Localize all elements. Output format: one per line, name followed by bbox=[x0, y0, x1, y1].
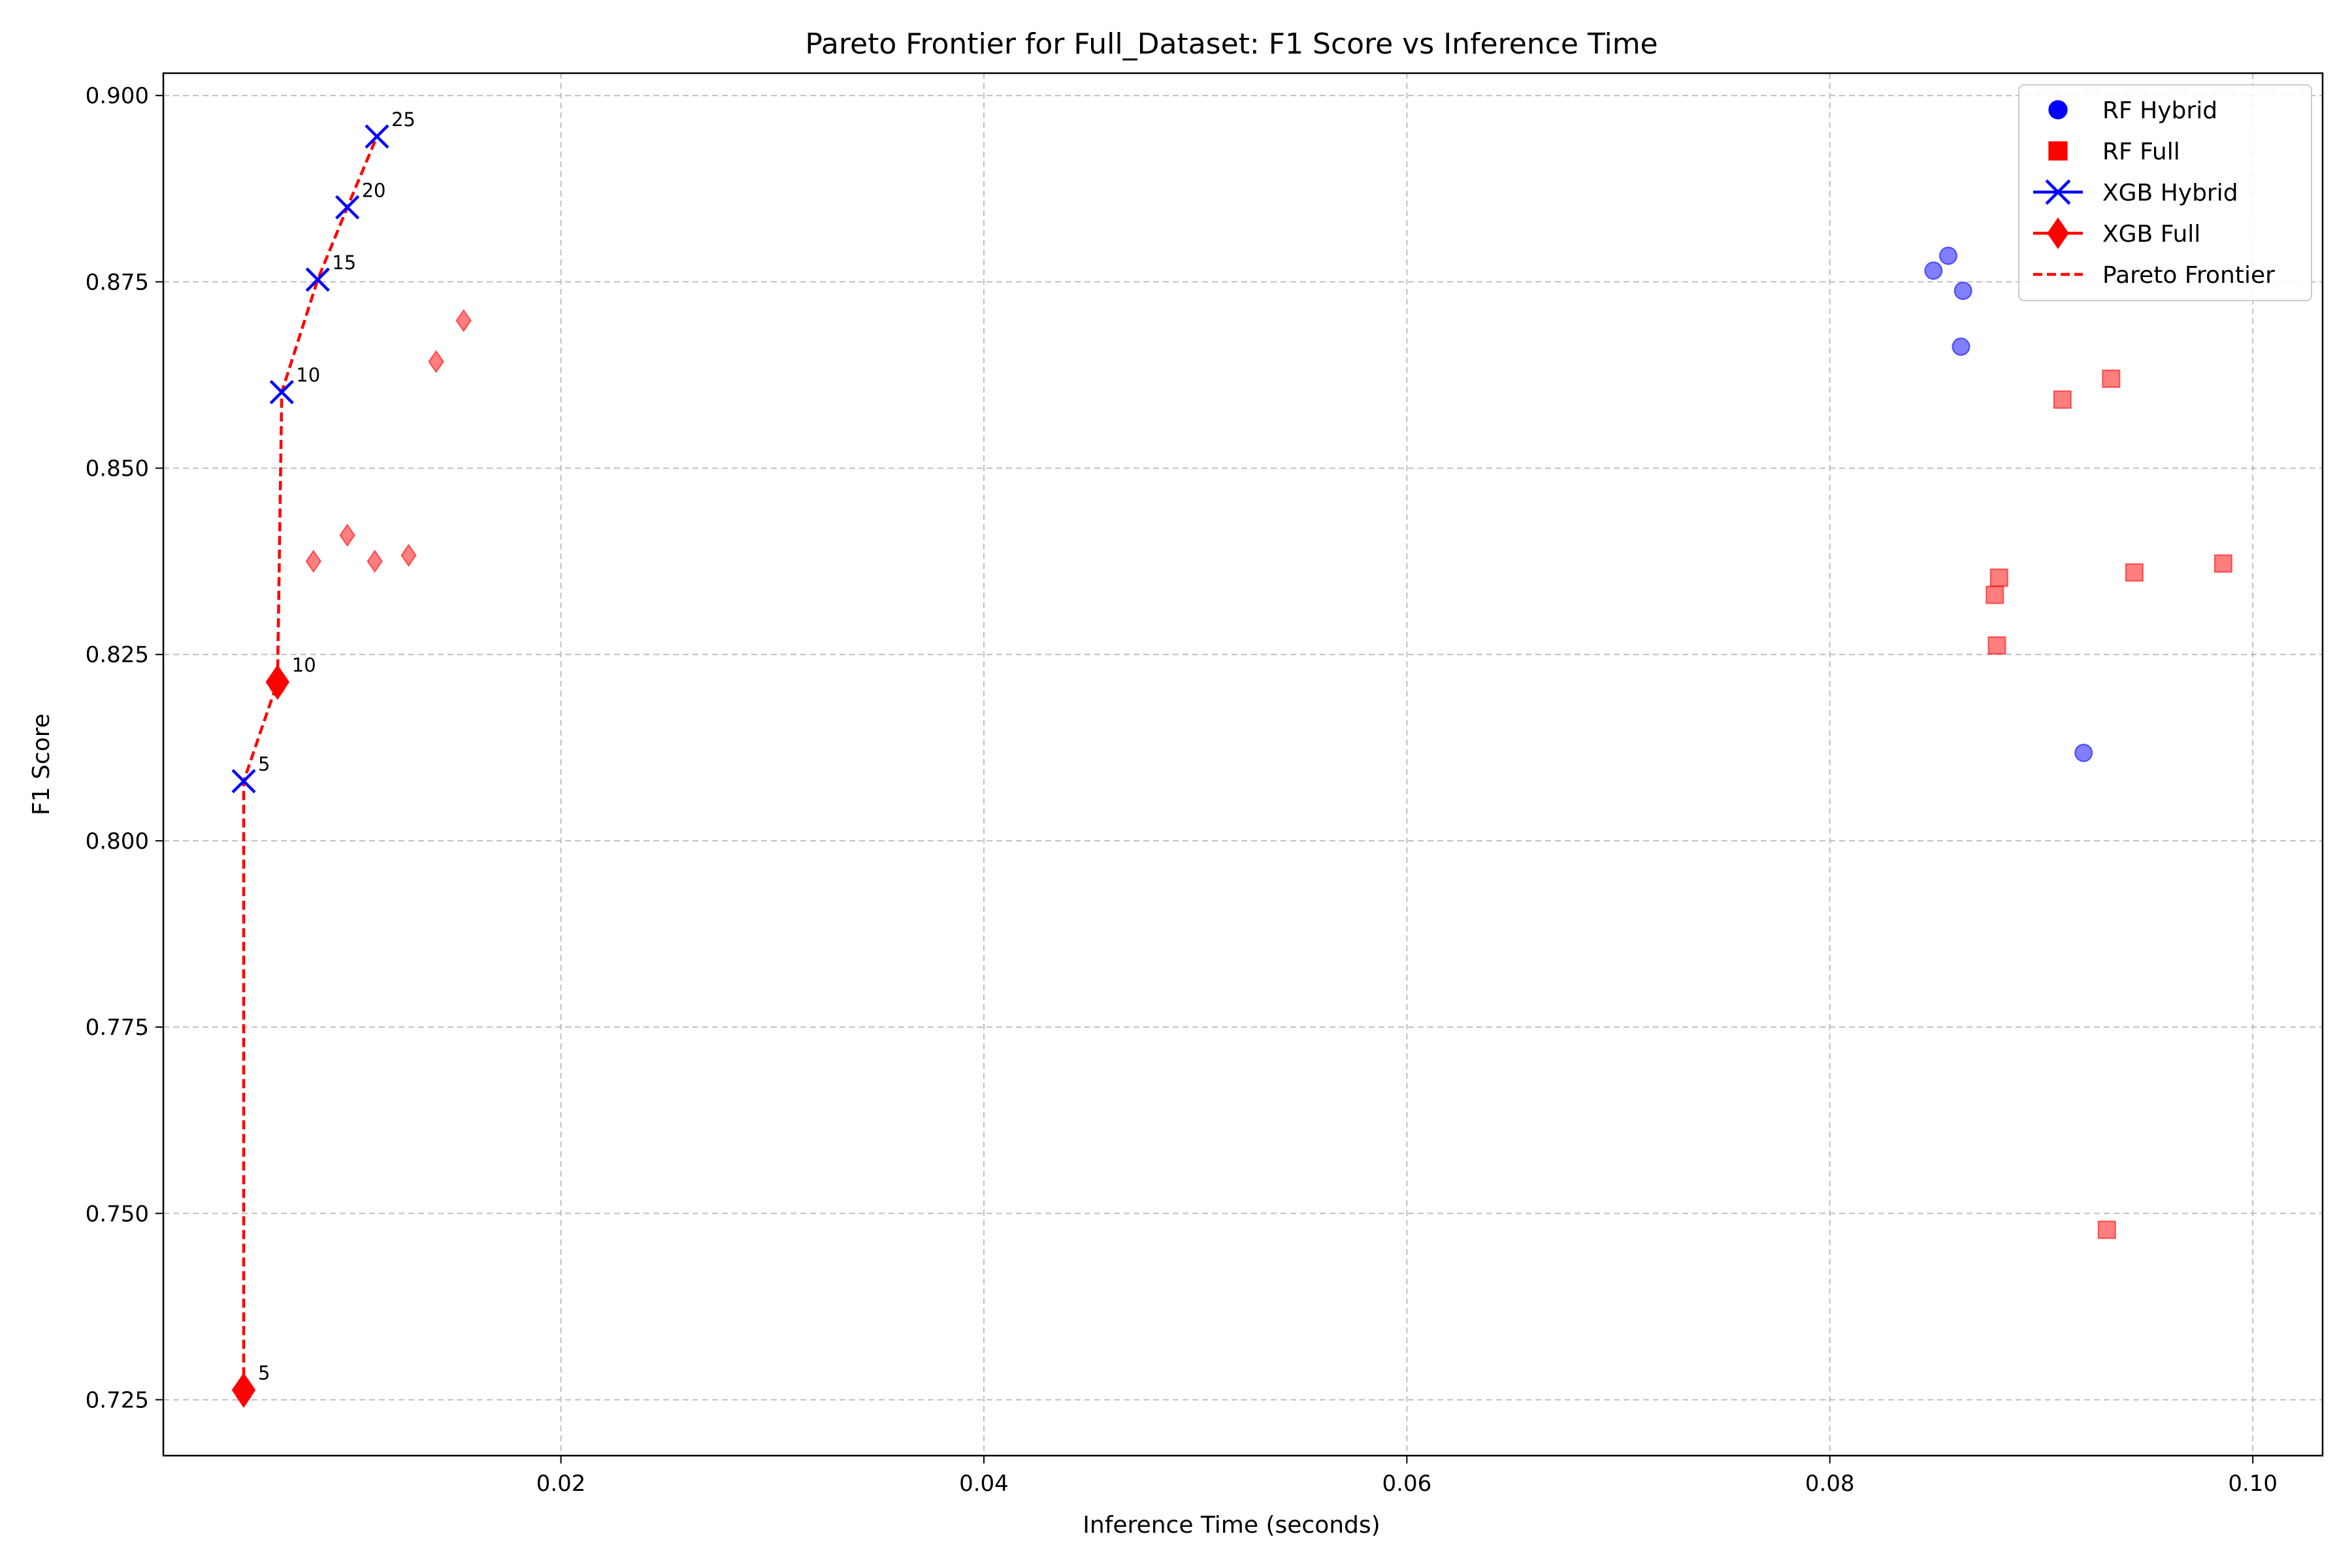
y-axis-ticks: 0.725 0.750 0.775 0.800 0.825 0.850 0.875 0.900 bbox=[86, 83, 163, 1413]
y-tick-label: 0.775 bbox=[86, 1015, 149, 1041]
xgb-hybrid-point-label: 10 bbox=[296, 364, 320, 386]
chart-title: Pareto Frontier for Full_Dataset: F1 Sco… bbox=[805, 27, 1658, 61]
xgb-hybrid-marker bbox=[335, 195, 360, 220]
x-axis-label: Inference Time (seconds) bbox=[1083, 1512, 1380, 1539]
legend-swatch-marker bbox=[2048, 100, 2068, 120]
rf-full-marker bbox=[1987, 636, 2006, 655]
xgb-full-highlight-marker bbox=[231, 1373, 256, 1408]
xgb-hybrid-marker bbox=[231, 769, 256, 794]
xgb-full-marker bbox=[428, 350, 444, 374]
legend-box bbox=[2018, 84, 2312, 301]
y-tick-label: 0.800 bbox=[86, 828, 149, 855]
legend-swatch-marker bbox=[2048, 141, 2068, 161]
xgb-full-marker bbox=[305, 549, 322, 573]
y-axis-label: F1 Score bbox=[28, 713, 55, 815]
rf-hybrid-marker bbox=[1953, 282, 1972, 301]
rf-full-marker bbox=[2125, 563, 2144, 582]
x-tick-label: 0.10 bbox=[2228, 1471, 2278, 1497]
rf-hybrid-marker bbox=[1939, 246, 1958, 265]
y-tick-label: 0.725 bbox=[86, 1387, 149, 1413]
legend-entry-label: Pareto Frontier bbox=[2102, 262, 2275, 289]
rf-hybrid-marker bbox=[1924, 261, 1943, 280]
legend-swatch-marker bbox=[2045, 179, 2071, 205]
xgb-full-marker bbox=[339, 523, 355, 547]
x-tick-label: 0.06 bbox=[1382, 1471, 1432, 1497]
rf-full-marker bbox=[1989, 568, 2008, 587]
xgb-hybrid-point-label: 20 bbox=[362, 179, 386, 201]
xgb-full-highlight-marker bbox=[265, 664, 290, 700]
xgb-hybrid-point-label: 25 bbox=[391, 108, 416, 131]
xgb-full-marker bbox=[455, 308, 472, 333]
xgb-full-point-label: 10 bbox=[292, 654, 316, 676]
x-axis-ticks: 0.02 0.04 0.06 0.08 0.10 bbox=[536, 1456, 2278, 1497]
rf-full-marker bbox=[2097, 1220, 2116, 1239]
xgb-full-marker bbox=[367, 549, 383, 573]
legend-swatch-marker bbox=[2047, 217, 2069, 250]
xgb-full-marker bbox=[400, 544, 417, 567]
xgb-hybrid-marker bbox=[365, 124, 389, 149]
legend-entry-label: RF Full bbox=[2102, 139, 2180, 165]
xgb-hybrid-marker bbox=[305, 267, 330, 292]
y-tick-label: 0.750 bbox=[86, 1201, 149, 1227]
x-tick-label: 0.02 bbox=[536, 1471, 586, 1497]
legend-entry-label: XGB Hybrid bbox=[2102, 180, 2238, 206]
legend-entry-label: RF Hybrid bbox=[2102, 97, 2217, 124]
rf-full-marker bbox=[2102, 369, 2121, 388]
y-tick-label: 0.825 bbox=[86, 642, 149, 668]
point-labels: 5 10 15 20 25 5 10 bbox=[258, 108, 416, 1384]
y-tick-label: 0.900 bbox=[86, 83, 149, 109]
plot-frame bbox=[162, 72, 2324, 1457]
rf-full-marker bbox=[1985, 585, 2004, 604]
legend-entry-label: XGB Full bbox=[2102, 221, 2200, 248]
rf-hybrid-marker bbox=[2074, 743, 2093, 762]
xgb-full-point-label: 5 bbox=[258, 1362, 270, 1384]
y-tick-label: 0.850 bbox=[86, 456, 149, 482]
legend: RF Hybrid RF Full XGB Hybrid XGB Full Pareto… bbox=[2018, 84, 2312, 301]
y-tick-label: 0.875 bbox=[86, 269, 149, 295]
x-tick-label: 0.04 bbox=[959, 1471, 1009, 1497]
x-tick-label: 0.08 bbox=[1805, 1471, 1855, 1497]
rf-hybrid-marker bbox=[1952, 337, 1970, 356]
xgb-hybrid-point-label: 5 bbox=[258, 753, 270, 776]
rf-full-marker bbox=[2213, 554, 2232, 573]
xgb-hybrid-marker bbox=[269, 380, 294, 404]
rf-full-marker bbox=[2053, 390, 2072, 409]
data-markers bbox=[231, 124, 2232, 1409]
xgb-hybrid-point-label: 15 bbox=[332, 252, 356, 274]
grid-lines bbox=[163, 73, 2323, 1456]
